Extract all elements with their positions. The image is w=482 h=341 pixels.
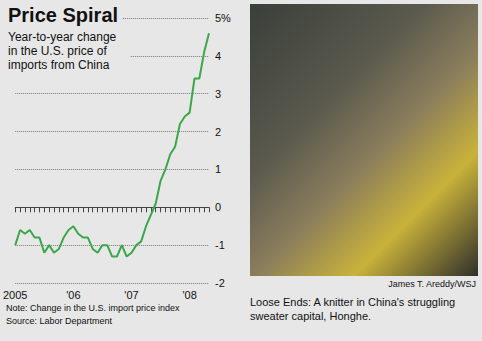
svg-text:'06: '06 [66, 289, 80, 301]
svg-text:-1: -1 [215, 239, 225, 251]
html-text:Loose Ends: A knitter in China: Loose Ends: A knitter in China's struggl… [250, 296, 456, 322]
html-text:James T. Areddy/WSJ: James T. Areddy/WSJ [388, 279, 476, 289]
svg-text:-2: -2 [215, 277, 225, 289]
svg-text:'08: '08 [182, 289, 196, 301]
svg-text:1: 1 [215, 163, 221, 175]
svg-text:3: 3 [215, 88, 221, 100]
svg-text:4: 4 [215, 50, 221, 62]
html-text:Year-to-year change in the U.S: Year-to-year change in the U.S. price of… [8, 30, 117, 72]
svg-text:5%: 5% [215, 12, 231, 24]
svg-text:2: 2 [215, 126, 221, 138]
svg-text:2005: 2005 [3, 289, 27, 301]
svg-text:0: 0 [215, 201, 221, 213]
html-text:Note: Change in the U.S. impor: Note: Change in the U.S. import price in… [6, 303, 180, 313]
svg-text:'07: '07 [124, 289, 138, 301]
html-text:Source: Labor Department: Source: Labor Department [6, 316, 113, 326]
html-text:Price Spiral: Price Spiral [8, 4, 119, 26]
